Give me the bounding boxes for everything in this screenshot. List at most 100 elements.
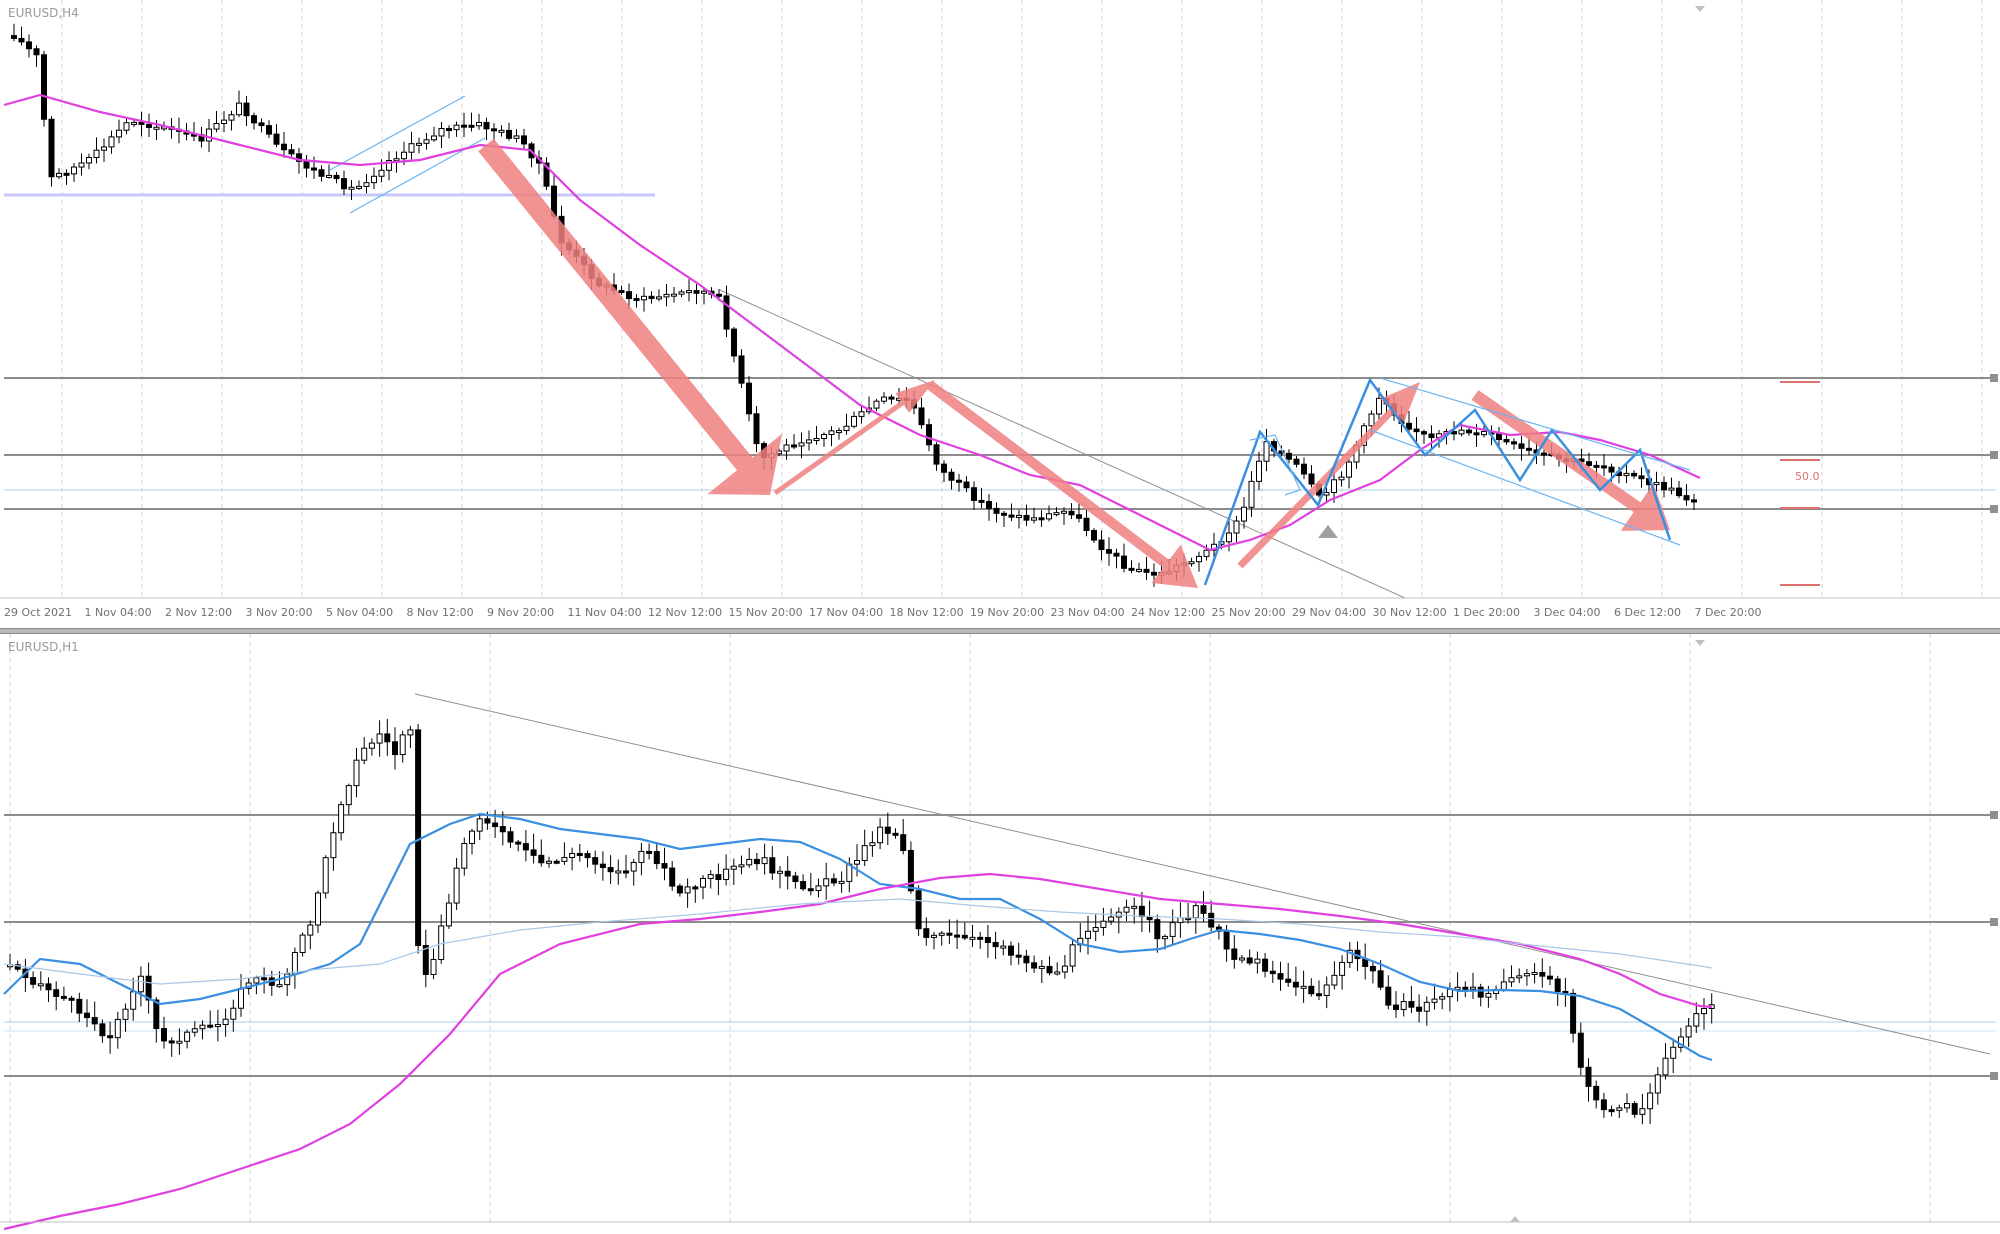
bottom-candle-bull bbox=[1616, 1107, 1623, 1111]
bottom-candle-bull bbox=[969, 936, 976, 940]
bottom-candle-bear bbox=[1200, 905, 1207, 914]
h1-chart-canvas[interactable] bbox=[0, 634, 2000, 1234]
bottom-candle-bull bbox=[476, 818, 483, 832]
top-candle-bear bbox=[1038, 517, 1045, 521]
bottom-candle-bear bbox=[1208, 912, 1215, 928]
bottom-candle-bear bbox=[800, 881, 807, 890]
bottom-candle-bull bbox=[823, 878, 830, 887]
top-x-tick-label: 8 Nov 12:00 bbox=[407, 606, 474, 619]
bottom-candle-bull bbox=[338, 804, 345, 834]
bottom-candle-bear bbox=[1416, 1006, 1423, 1012]
bottom-candle-bear bbox=[1570, 992, 1577, 1034]
bottom-candle-bear bbox=[1008, 945, 1014, 956]
bottom-candle-bear bbox=[91, 1017, 98, 1025]
h4-chart-canvas[interactable]: 50.0 29 Oct 2021 1 Nov 04:00 2 Nov 12:00 3 N… bbox=[0, 0, 2000, 628]
top-candle-bull bbox=[821, 433, 827, 439]
top-candle-bull bbox=[1031, 517, 1037, 521]
bottom-candle-bear bbox=[553, 860, 560, 864]
top-candle-bear bbox=[288, 149, 295, 155]
bottom-candle-bull bbox=[407, 729, 414, 736]
bottom-candle-bull bbox=[1485, 992, 1492, 998]
bottom-candle-bull bbox=[938, 932, 945, 936]
bottom-candle-bull bbox=[569, 853, 576, 858]
bottom-candle-bull bbox=[230, 1007, 237, 1020]
bottom-candle-bear bbox=[1393, 1004, 1399, 1010]
bottom-candle-bear bbox=[1593, 1085, 1600, 1101]
top-candle-bull bbox=[1331, 479, 1337, 493]
top-candle-bull bbox=[701, 290, 707, 294]
top-candle-bear bbox=[1601, 465, 1607, 469]
bottom-candle-bear bbox=[592, 857, 599, 865]
top-candle-bear bbox=[1421, 431, 1427, 435]
bottom-candle-bear bbox=[753, 858, 760, 865]
top-fib-label: 50.0 bbox=[1795, 470, 1820, 483]
top-candle-bear bbox=[1473, 432, 1480, 436]
bottom-candle-bull bbox=[777, 870, 783, 874]
bottom-candle-bear bbox=[1608, 1109, 1615, 1113]
top-candle-bull bbox=[858, 411, 865, 417]
top-candle-bear bbox=[1428, 433, 1435, 439]
h1-chart-panel[interactable]: EURUSD,H1 bbox=[0, 634, 2000, 1234]
top-x-tick-label: 25 Nov 20:00 bbox=[1212, 606, 1286, 619]
bottom-candle-bear bbox=[1231, 948, 1238, 960]
bottom-candle-bear bbox=[830, 878, 837, 884]
panel-separator[interactable] bbox=[0, 628, 2000, 634]
bottom-candle-bear bbox=[507, 831, 514, 843]
bottom-candle-bear bbox=[915, 890, 922, 930]
bottom-candle-bear bbox=[107, 1035, 114, 1039]
bottom-candle-bull bbox=[815, 885, 822, 892]
bottom-scroll-marker bbox=[1695, 640, 1705, 646]
bottom-candle-bull bbox=[1400, 1001, 1407, 1010]
bottom-long-ma bbox=[3, 898, 1713, 985]
top-candle-bull bbox=[101, 146, 107, 151]
top-x-tick-label: 29 Nov 04:00 bbox=[1292, 606, 1366, 619]
top-candle-bear bbox=[1068, 510, 1075, 516]
top-x-tick-label: 1 Dec 20:00 bbox=[1453, 606, 1520, 619]
top-candle-bear bbox=[648, 295, 655, 300]
bottom-candle-bull bbox=[137, 975, 144, 993]
h4-chart-panel[interactable]: 50.0 29 Oct 2021 1 Nov 04:00 2 Nov 12:00 3 N… bbox=[0, 0, 2000, 628]
bottom-candle-bull bbox=[861, 845, 868, 861]
top-candle-bull bbox=[1481, 431, 1487, 436]
bottom-candle-bear bbox=[900, 834, 907, 851]
top-level-handle bbox=[1990, 451, 1998, 459]
bottom-candle-bear bbox=[646, 850, 653, 854]
top-candle-bull bbox=[1046, 513, 1052, 520]
top-candle-bear bbox=[273, 133, 280, 145]
bottom-candle-bull bbox=[176, 1040, 183, 1044]
top-candle-bull bbox=[386, 159, 392, 171]
top-candle-bear bbox=[461, 124, 467, 128]
top-candle-bull bbox=[1248, 480, 1255, 508]
top-candle-bear bbox=[948, 471, 955, 481]
bottom-candle-bear bbox=[1046, 965, 1053, 974]
bottom-candle-bull bbox=[469, 830, 475, 844]
bottom-candle-bull bbox=[1239, 957, 1245, 961]
top-candle-bull bbox=[221, 119, 227, 125]
top-candle-bear bbox=[1518, 443, 1525, 449]
top-candle-bull bbox=[1323, 491, 1330, 496]
bottom-candle-bull bbox=[684, 886, 691, 894]
bottom-candle-bear bbox=[384, 733, 391, 743]
top-candle-bear bbox=[63, 172, 70, 176]
bottom-candle-bull bbox=[1085, 930, 1091, 939]
bottom-candle-bull bbox=[130, 991, 137, 1010]
top-candle-bull bbox=[401, 151, 407, 160]
bottom-candle-bull bbox=[1061, 965, 1068, 973]
bottom-candle-bear bbox=[145, 975, 152, 1001]
top-candle-bull bbox=[843, 425, 850, 432]
bottom-candle-bear bbox=[1477, 986, 1484, 998]
bottom-candle-bull bbox=[1508, 977, 1515, 983]
bottom-candle-bear bbox=[1462, 986, 1469, 990]
top-candle-bear bbox=[888, 396, 895, 400]
bottom-candle-bull bbox=[854, 859, 860, 865]
bottom-candle-bear bbox=[607, 867, 614, 873]
bottom-candle-bull bbox=[1069, 944, 1076, 967]
bottom-candle-bull bbox=[1423, 1001, 1430, 1012]
top-candle-bear bbox=[318, 169, 325, 177]
bottom-candle-bear bbox=[653, 851, 660, 865]
bottom-candle-bull bbox=[869, 842, 876, 847]
top-candle-bear bbox=[243, 102, 250, 117]
bottom-candle-bear bbox=[1577, 1032, 1584, 1068]
bottom-candle-bear bbox=[1292, 981, 1299, 988]
bottom-candle-bull bbox=[368, 742, 375, 749]
